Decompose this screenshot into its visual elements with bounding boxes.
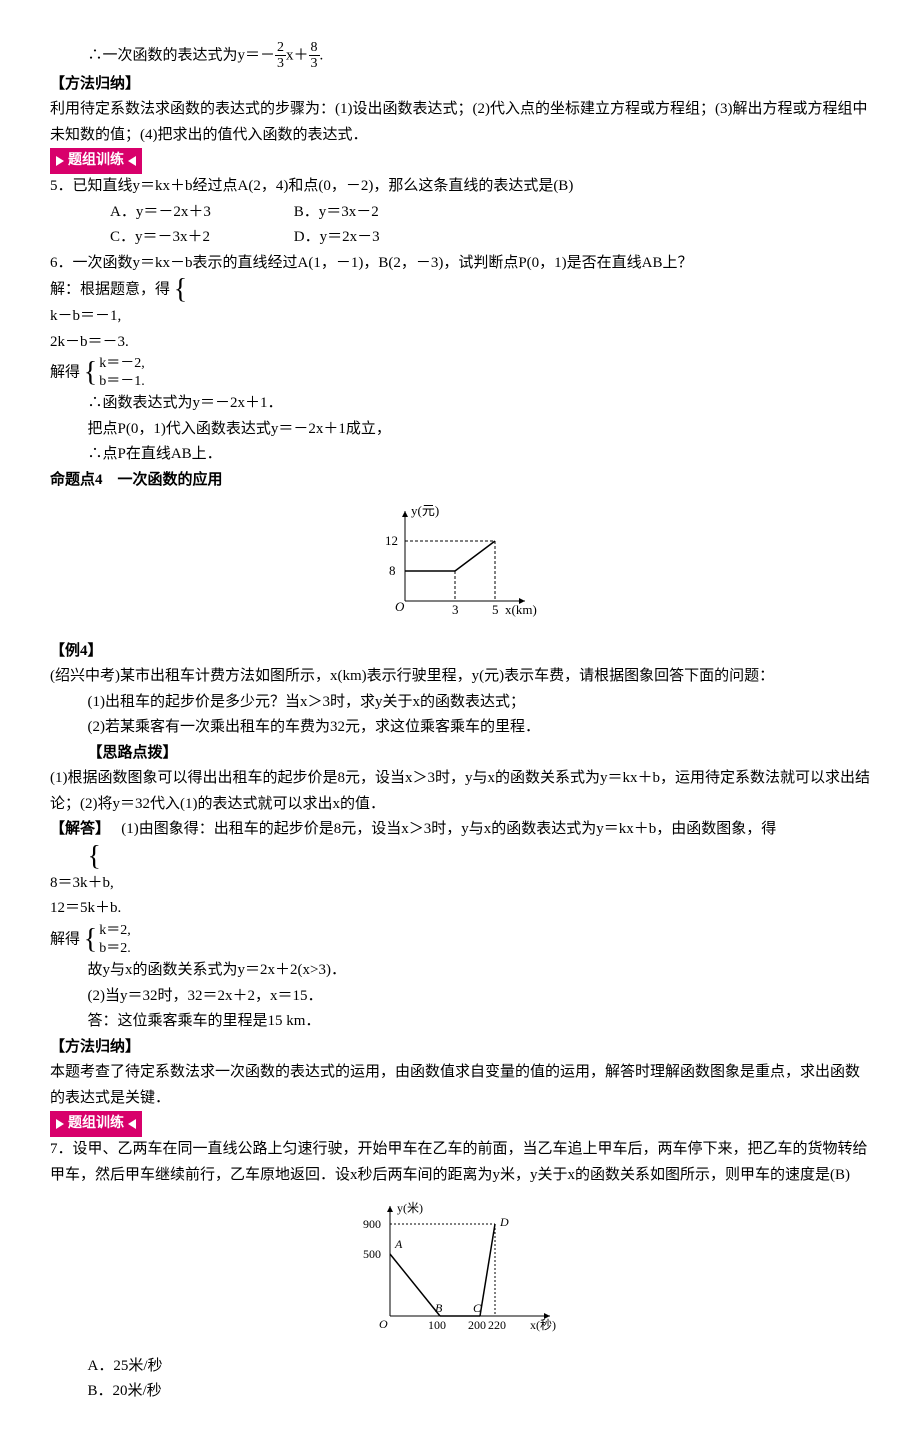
svg-text:500: 500: [363, 1247, 381, 1261]
svg-text:200: 200: [468, 1318, 486, 1332]
chart-taxi-fare: O x(km) y(元) 8 12 3 5: [50, 501, 870, 631]
question-7-stem: 7．设甲、乙两车在同一直线公路上匀速行驶，开始甲车在乙车的前面，当乙车追上甲车后…: [50, 1137, 870, 1188]
example-4-line4: (2)当y＝32时，32＝2x＋2，x＝15．: [88, 984, 871, 1010]
tag-label: 题组训练: [68, 153, 124, 168]
question-5-stem: 5．已知直线y＝kx＋b经过点A(2，4)和点(0，－2)，那么这条直线的表达式…: [50, 174, 870, 200]
svg-text:3: 3: [452, 602, 459, 617]
choice-c: C．y＝－3x＋2: [110, 225, 290, 251]
example-4-stem: (绍兴中考)某市出租车计费方法如图所示，x(km)表示行驶里程，y(元)表示车费…: [50, 664, 870, 690]
choice-a: A．y＝－2x＋3: [110, 200, 290, 226]
text: ∴一次函数的表达式为y＝－: [88, 47, 276, 63]
fraction: 23: [275, 40, 286, 72]
answer-line1: (1)由图象得：出租车的起步价是8元，设当x＞3时，y与x的函数表达式为y＝kx…: [121, 821, 776, 837]
method-summary-2-body: 本题考查了待定系数法求一次函数的表达式的运用，由函数值求自变量的值的运用，解答时…: [50, 1060, 870, 1111]
text: 解：根据题意，得: [50, 282, 170, 298]
text: 解得: [50, 365, 80, 381]
example-4-line5: 答：这位乘客乘车的里程是15 km．: [88, 1009, 871, 1035]
example-4-equations: {: [88, 843, 871, 871]
triangle-right-icon: [128, 156, 136, 166]
svg-text:100: 100: [428, 1318, 446, 1332]
triangle-left-icon: [56, 1119, 64, 1129]
svg-text:8: 8: [389, 563, 396, 578]
method-summary-title: 【方法归纳】: [50, 72, 870, 98]
answer-title: 【解答】: [50, 821, 110, 837]
svg-text:B: B: [435, 1301, 443, 1315]
svg-text:D: D: [499, 1215, 509, 1229]
method-summary-body: 利用待定系数法求函数的表达式的步骤为：(1)设出函数表达式；(2)代入点的坐标建…: [50, 97, 870, 148]
equation-system: {: [88, 843, 103, 871]
example-4-line3: 故y与x的函数关系式为y＝2x＋2(x>3)．: [88, 958, 871, 984]
question-6-solution-line1: 解：根据题意，得 {: [50, 276, 870, 304]
question-5-choices-row2: C．y＝－3x＋2 D．y＝2x－3: [110, 225, 870, 251]
question-6-solution-line2: ∴函数表达式为y＝－2x＋1．: [88, 391, 871, 417]
question-6-solution-line4: ∴点P在直线AB上．: [88, 442, 871, 468]
equation-result: { k＝－2,b＝－1.: [84, 355, 145, 391]
svg-text:12: 12: [385, 533, 398, 548]
svg-text:C: C: [473, 1301, 482, 1315]
equation-result: { k＝2,b＝2.: [84, 922, 131, 958]
svg-text:O: O: [395, 599, 405, 614]
text: x＋: [286, 47, 309, 63]
fraction: 83: [309, 40, 320, 72]
example-4-answer: 【解答】 (1)由图象得：出租车的起步价是8元，设当x＞3时，y与x的函数表达式…: [50, 817, 870, 843]
question-7-choice-b: B．20米/秒: [88, 1379, 871, 1405]
svg-text:y(米): y(米): [397, 1201, 423, 1215]
choice-d: D．y＝2x－3: [294, 225, 474, 251]
choice-b: B．y＝3x－2: [294, 200, 474, 226]
method-summary-2-title: 【方法归纳】: [50, 1035, 870, 1061]
triangle-right-icon: [128, 1119, 136, 1129]
svg-text:220: 220: [488, 1318, 506, 1332]
svg-text:O: O: [379, 1317, 388, 1331]
triangle-left-icon: [56, 156, 64, 166]
example-4-q2: (2)若某乘客有一次乘出租车的车费为32元，求这位乘客乘车的里程．: [88, 715, 871, 741]
svg-text:x(秒): x(秒): [530, 1318, 556, 1332]
question-6-solution-line3: 把点P(0，1)代入函数表达式y＝－2x＋1成立，: [88, 417, 871, 443]
svg-text:y(元): y(元): [411, 503, 439, 518]
tag-label: 题组训练: [68, 1116, 124, 1131]
svg-text:5: 5: [492, 602, 499, 617]
svg-text:900: 900: [363, 1217, 381, 1231]
equation-system: {: [174, 276, 189, 304]
line-conclusion: ∴一次函数的表达式为y＝－23x＋83.: [88, 40, 871, 72]
svg-text:x(km): x(km): [505, 602, 537, 617]
topic-4-title: 命题点4 一次函数的应用: [50, 468, 870, 494]
example-4-hint-title: 【思路点拨】: [88, 741, 871, 767]
text: .: [320, 47, 324, 63]
question-5-choices-row1: A．y＝－2x＋3 B．y＝3x－2: [110, 200, 870, 226]
question-6-stem: 6．一次函数y＝kx－b表示的直线经过A(1，－1)，B(2，－3)，试判断点P…: [50, 251, 870, 277]
example-4-title: 【例4】: [50, 639, 870, 665]
svg-text:A: A: [394, 1237, 403, 1251]
training-tag: 题组训练: [50, 148, 870, 174]
chart-car-distance: O x(秒) y(米) 500 900 100 200 220 A B C D: [50, 1196, 870, 1346]
text: 解得: [50, 932, 80, 948]
question-7-choice-a: A．25米/秒: [88, 1354, 871, 1380]
example-4-hint-body: (1)根据函数图象可以得出出租车的起步价是8元，设当x＞3时，y与x的函数关系式…: [50, 766, 870, 817]
training-tag-2: 题组训练: [50, 1111, 870, 1137]
example-4-q1: (1)出租车的起步价是多少元？当x＞3时，求y关于x的函数表达式；: [88, 690, 871, 716]
